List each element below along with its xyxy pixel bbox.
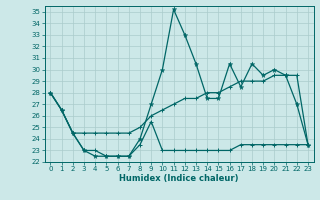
X-axis label: Humidex (Indice chaleur): Humidex (Indice chaleur) [119,174,239,183]
